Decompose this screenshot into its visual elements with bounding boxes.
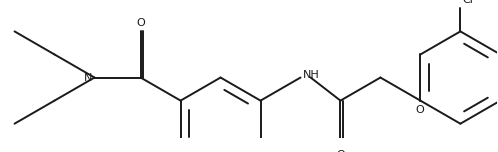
- Text: O: O: [136, 18, 145, 28]
- Text: O: O: [336, 150, 345, 152]
- Text: NH: NH: [303, 70, 320, 80]
- Text: N: N: [84, 73, 92, 83]
- Text: Cl: Cl: [463, 0, 474, 5]
- Text: O: O: [415, 105, 424, 115]
